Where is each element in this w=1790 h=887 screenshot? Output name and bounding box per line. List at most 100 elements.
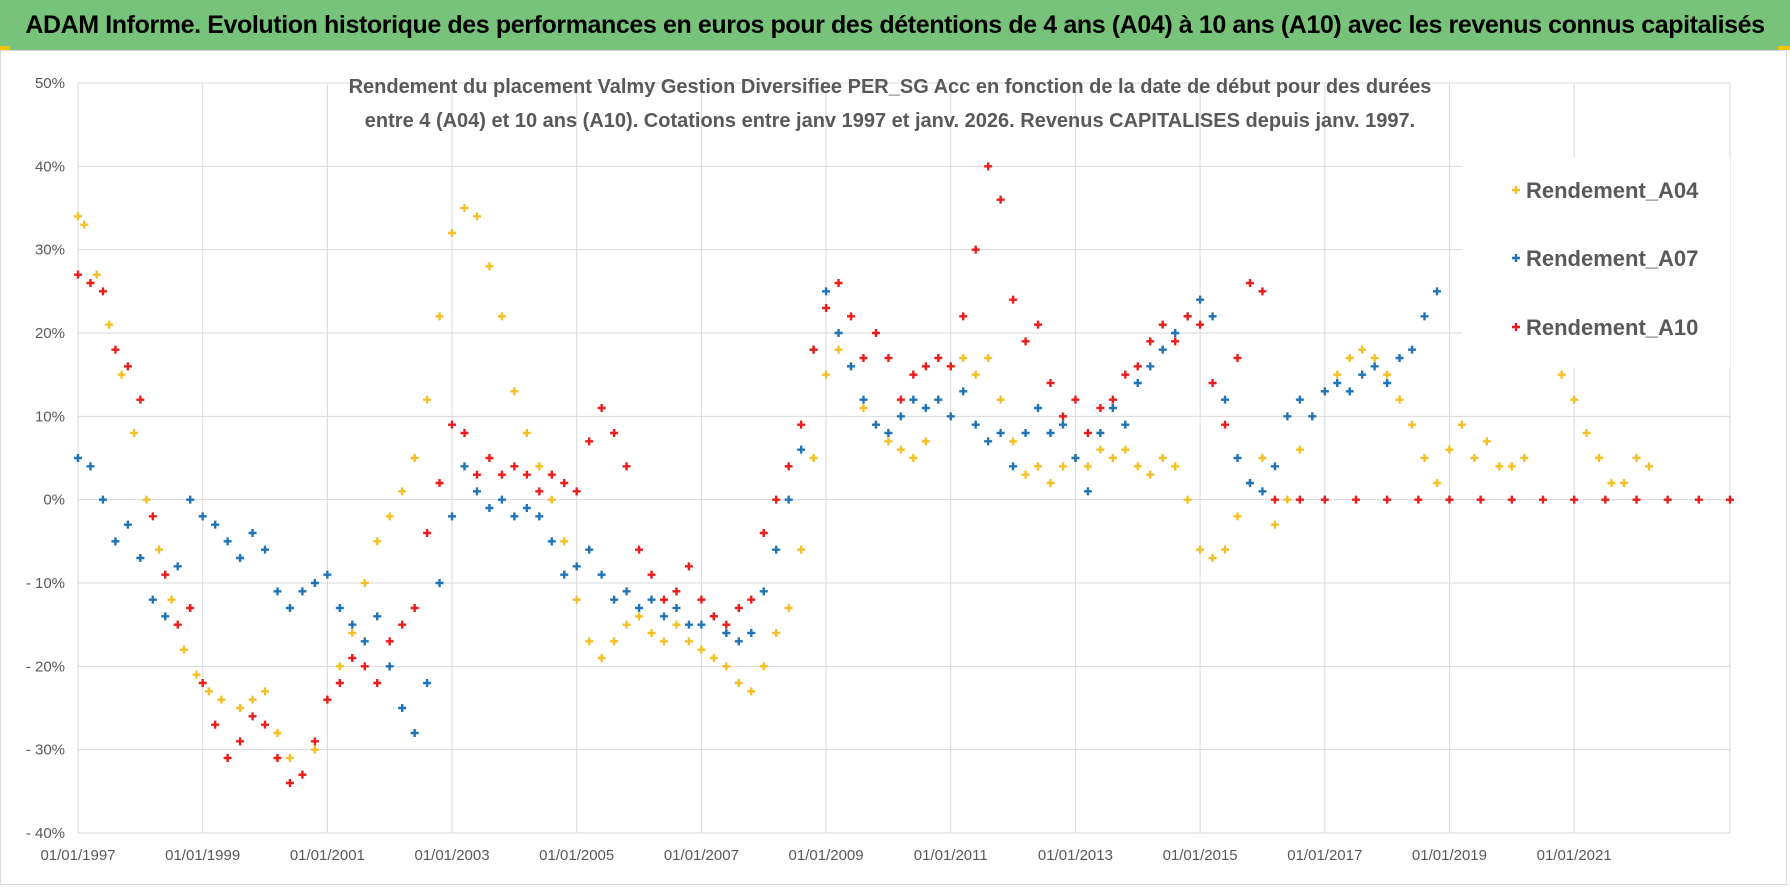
data-point	[1538, 495, 1547, 504]
data-point	[161, 570, 170, 579]
data-point	[934, 395, 943, 404]
data-point	[136, 395, 145, 404]
data-point	[1046, 429, 1055, 437]
data-point	[1607, 479, 1616, 487]
data-point	[734, 679, 743, 687]
x-tick-label: 01/01/2019	[1412, 847, 1487, 864]
data-point	[335, 662, 344, 671]
y-axis-ticks: 50% 40% 30% 20% 10% 0% - 10% - 20% - 30% - 40%	[26, 75, 65, 842]
series-Rendement_A07	[74, 287, 1441, 737]
x-tick-label: 01/01/2009	[789, 847, 864, 864]
data-point	[597, 570, 606, 579]
data-point	[111, 345, 120, 354]
data-point	[385, 662, 394, 671]
data-point	[248, 529, 257, 537]
data-point	[273, 754, 282, 762]
data-point	[1108, 404, 1117, 412]
data-point	[622, 587, 631, 596]
data-point	[273, 729, 282, 737]
data-point	[610, 595, 619, 604]
data-point	[1183, 495, 1192, 504]
data-point	[772, 495, 781, 504]
y-tick-label: - 10%	[26, 575, 65, 592]
x-tick-label: 01/01/2005	[539, 847, 614, 864]
data-point	[1632, 454, 1641, 462]
data-point	[1221, 420, 1230, 429]
data-point	[460, 204, 469, 212]
data-point	[1083, 429, 1092, 437]
data-point	[1258, 487, 1267, 496]
data-point	[1171, 462, 1180, 471]
data-point	[684, 562, 693, 571]
data-point	[1644, 462, 1653, 471]
y-tick-label: - 40%	[26, 825, 65, 842]
data-point	[179, 645, 188, 654]
data-point	[535, 462, 544, 471]
data-point	[1601, 495, 1610, 504]
data-point	[672, 620, 681, 629]
data-point	[959, 312, 968, 321]
data-point	[398, 620, 407, 629]
data-point	[204, 687, 213, 696]
legend: Rendement_A04 Rendement_A07 Rendement_A10	[1462, 158, 1730, 368]
data-point	[984, 162, 993, 171]
data-point	[298, 770, 307, 779]
data-point	[909, 395, 918, 404]
data-point	[261, 545, 270, 554]
data-point	[497, 312, 506, 321]
data-point	[335, 604, 344, 612]
data-point	[98, 495, 107, 504]
data-point	[1663, 495, 1672, 504]
data-point	[86, 462, 95, 471]
data-point	[485, 262, 494, 271]
data-point	[572, 487, 581, 496]
data-point	[971, 420, 980, 429]
data-point	[435, 312, 444, 321]
data-point	[1308, 412, 1317, 421]
data-point	[697, 595, 706, 604]
data-point	[173, 562, 182, 571]
data-point	[448, 229, 457, 237]
y-tick-label: - 30%	[26, 742, 65, 759]
data-point	[310, 745, 319, 754]
data-point	[622, 620, 631, 629]
data-point	[1009, 462, 1018, 471]
data-point	[946, 412, 955, 421]
data-point	[1395, 354, 1404, 362]
data-point	[784, 604, 793, 612]
legend-marker	[1512, 186, 1520, 194]
data-point	[117, 370, 126, 379]
data-point	[298, 587, 307, 596]
chart-frame	[0, 50, 1787, 885]
data-point	[684, 620, 693, 629]
data-point	[423, 395, 432, 404]
data-point	[510, 387, 519, 396]
data-point	[585, 437, 594, 446]
legend-label: Rendement_A07	[1526, 246, 1698, 271]
data-point	[460, 429, 469, 437]
data-point	[360, 662, 369, 671]
data-point	[834, 329, 843, 337]
data-point	[722, 662, 731, 671]
data-point	[635, 612, 644, 621]
data-point	[859, 404, 868, 412]
x-tick-label: 01/01/2015	[1163, 847, 1238, 864]
data-point	[659, 637, 668, 646]
data-point	[1121, 420, 1130, 429]
data-point	[1333, 370, 1342, 379]
data-point	[472, 487, 481, 496]
data-point	[74, 270, 82, 279]
data-point	[1295, 495, 1304, 504]
y-tick-label: 20%	[35, 325, 65, 342]
data-point	[522, 470, 531, 479]
data-point	[423, 529, 432, 537]
data-point	[236, 704, 245, 712]
data-point	[1021, 337, 1030, 346]
data-point	[223, 754, 232, 762]
data-point	[123, 362, 132, 371]
data-point	[585, 637, 594, 646]
data-point	[759, 587, 768, 596]
data-point	[1208, 379, 1217, 387]
data-point	[871, 329, 880, 337]
data-point	[161, 612, 170, 621]
